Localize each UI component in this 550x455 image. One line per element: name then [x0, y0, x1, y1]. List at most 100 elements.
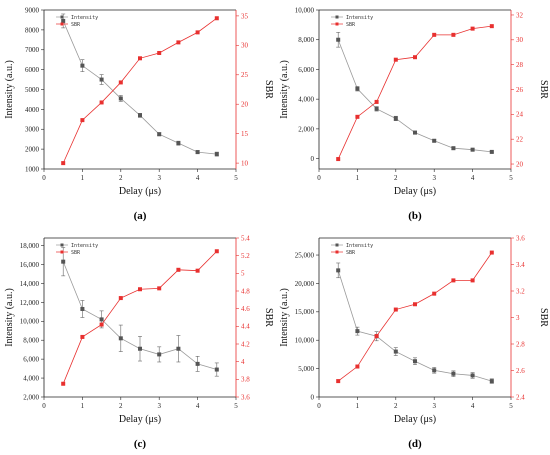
intensity-data-point [61, 259, 66, 264]
y-left-tick-label: 1000 [25, 165, 40, 173]
panel-label: (d) [408, 438, 422, 450]
intensity-data-point [61, 18, 66, 23]
intensity-data-point [336, 268, 341, 273]
y-right-axis-title: SBR [538, 308, 549, 327]
intensity-data-point [176, 141, 181, 146]
sbr-data-point [214, 16, 219, 21]
x-tick-label: 2 [394, 402, 398, 410]
y-left-axis-title: Intensity (a.u.) [279, 288, 290, 347]
sbr-data-point [138, 287, 142, 292]
intensity-data-point [195, 361, 200, 366]
y-left-tick-label: 3000 [25, 126, 40, 134]
x-tick-label: 0 [317, 402, 321, 410]
sbr-data-point [413, 302, 417, 307]
sbr-data-point [470, 26, 475, 31]
x-tick-label: 4 [471, 402, 475, 410]
x-tick-label: 3 [157, 174, 161, 182]
y-right-tick-label: 30 [516, 36, 524, 44]
y-right-tick-label: 3.4 [516, 261, 525, 269]
y-left-tick-label: 8,000 [298, 36, 314, 44]
y-left-tick-label: 16,000 [20, 261, 40, 269]
x-tick-label: 0 [317, 174, 321, 182]
legend-marker [60, 22, 64, 26]
intensity-data-point [355, 329, 360, 334]
legend-marker [60, 243, 64, 247]
y-right-tick-label: 22 [516, 136, 524, 144]
intensity-data-point [99, 317, 104, 322]
y-right-tick-label: 3.2 [516, 287, 525, 295]
x-tick-label: 2 [119, 402, 123, 410]
sbr-data-point [489, 24, 494, 29]
y-right-axis-title: SBR [538, 80, 549, 99]
intensity-data-point [336, 37, 341, 42]
legend-label-intensity: Intensity [71, 15, 98, 21]
y-right-tick-label: 5.4 [241, 234, 250, 242]
intensity-data-point [214, 367, 219, 372]
intensity-data-point [470, 373, 475, 378]
y-left-tick-label: 4000 [25, 106, 40, 114]
y-left-tick-label: 10,000 [20, 318, 40, 326]
legend-marker [335, 243, 339, 247]
x-axis-title: Delay (μs) [394, 414, 436, 425]
y-left-tick-label: 2,000 [23, 393, 39, 401]
sbr-data-point [451, 32, 456, 37]
y-left-tick-label: 25,000 [295, 251, 315, 259]
x-tick-label: 1 [356, 402, 360, 410]
sbr-data-point [80, 334, 85, 339]
x-tick-label: 4 [196, 174, 200, 182]
sbr-data-point [80, 118, 85, 123]
intensity-data-point [413, 359, 417, 364]
y-left-tick-label: 5,000 [298, 365, 314, 373]
intensity-data-point [374, 106, 379, 111]
intensity-data-point [413, 130, 417, 135]
y-right-tick-label: 26 [516, 86, 524, 94]
y-left-tick-label: 10,000 [295, 6, 315, 14]
y-right-tick-label: 3.8 [241, 376, 250, 384]
x-tick-label: 1 [81, 402, 85, 410]
x-tick-label: 3 [432, 402, 436, 410]
legend-marker [335, 250, 339, 254]
y-right-tick-label: 2.8 [516, 340, 525, 348]
intensity-data-point [214, 152, 219, 157]
y-right-tick-label: 4.4 [241, 323, 250, 331]
y-right-tick-label: 5 [241, 270, 245, 278]
sbr-data-point [61, 161, 66, 166]
intensity-data-point [355, 86, 360, 91]
legend-marker [60, 250, 64, 254]
panel-c-chart: 0 1 2 3 4 5 2,000 4,000 6,000 8,000 10,000 12,000 14… [4, 234, 274, 450]
intensity-data-point [157, 352, 162, 357]
intensity-data-point [432, 368, 437, 373]
panel-label: (c) [134, 438, 147, 450]
x-axis-title: Delay (μs) [119, 414, 161, 425]
intensity-data-point [470, 147, 475, 152]
legend-marker [335, 22, 339, 26]
y-left-tick-label: 15,000 [295, 308, 315, 316]
sbr-data-point [413, 55, 417, 60]
x-tick-label: 0 [42, 174, 46, 182]
x-tick-label: 4 [196, 402, 200, 410]
panel-label: (b) [408, 210, 422, 222]
y-left-tick-label: 6,000 [298, 66, 314, 74]
y-right-axis-title: SBR [263, 80, 274, 99]
legend-label-intensity: Intensity [346, 15, 373, 21]
sbr-data-point [374, 99, 379, 104]
sbr-data-point [195, 30, 200, 35]
y-left-tick-label: 4,000 [23, 374, 39, 382]
y-left-tick-label: 14,000 [20, 280, 40, 288]
panel-label: (a) [134, 210, 147, 222]
intensity-data-point [432, 138, 437, 143]
y-right-tick-label: 2.6 [516, 367, 525, 375]
intensity-data-point [138, 113, 142, 118]
sbr-data-point [138, 56, 142, 61]
sbr-data-point [393, 57, 398, 62]
intensity-data-point [157, 132, 162, 137]
legend-marker [60, 15, 64, 19]
y-right-tick-label: 3 [516, 314, 520, 322]
legend-label-sbr: SBR [71, 250, 81, 256]
legend-label-sbr: SBR [346, 22, 356, 28]
y-right-axis-title: SBR [263, 308, 274, 327]
sbr-data-point [355, 364, 360, 369]
intensity-data-point [176, 346, 181, 351]
y-left-tick-label: 5000 [25, 86, 40, 94]
sbr-data-point [99, 100, 104, 105]
